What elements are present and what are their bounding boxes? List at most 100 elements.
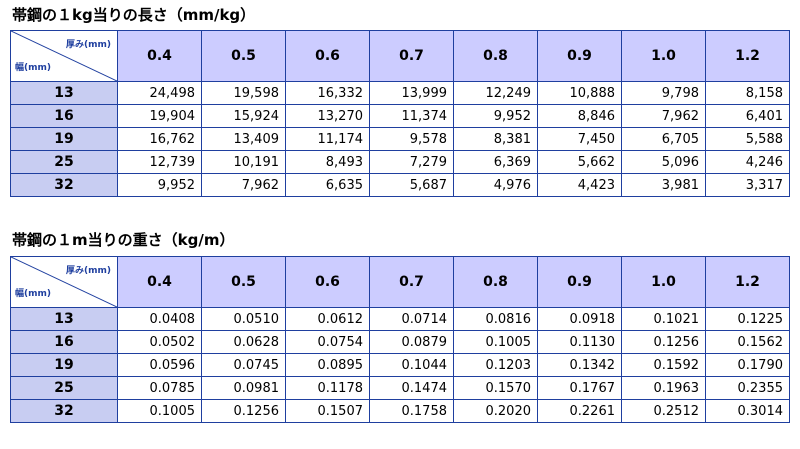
value-cell: 3,317	[705, 173, 790, 197]
row-header: 25	[10, 376, 118, 400]
data-row: 25 0.0785 0.0981 0.1178 0.1474 0.1570 0.1767 0.…	[10, 376, 790, 400]
value-cell: 0.1474	[369, 376, 454, 400]
row-axis-label: 幅(mm)	[15, 289, 51, 299]
value-cell: 13,999	[369, 81, 454, 105]
data-table: 厚み(mm) 幅(mm) 0.4 0.5 0.6 0.7 0.8 0.9 1.0 1.2 13 24,…	[10, 30, 790, 197]
header-row: 厚み(mm) 幅(mm) 0.4 0.5 0.6 0.7 0.8 0.9 1.0 1.2	[10, 30, 790, 82]
value-cell: 8,846	[537, 104, 622, 128]
value-cell: 5,588	[705, 127, 790, 151]
value-cell: 0.1203	[453, 353, 538, 377]
value-cell: 0.0981	[201, 376, 286, 400]
value-cell: 0.0895	[285, 353, 370, 377]
corner-cell: 厚み(mm) 幅(mm)	[10, 256, 118, 308]
value-cell: 0.1178	[285, 376, 370, 400]
table-title: 帯鋼の１kg当りの長さ（mm/kg）	[12, 6, 256, 24]
column-header: 0.9	[537, 30, 622, 82]
value-cell: 10,888	[537, 81, 622, 105]
diagonal-line	[11, 31, 117, 81]
value-cell: 6,705	[621, 127, 706, 151]
column-header: 0.8	[453, 30, 538, 82]
value-cell: 16,762	[117, 127, 202, 151]
value-cell: 5,096	[621, 150, 706, 174]
value-cell: 0.2355	[705, 376, 790, 400]
value-cell: 9,952	[117, 173, 202, 197]
value-cell: 0.0879	[369, 330, 454, 354]
value-cell: 0.1021	[621, 307, 706, 331]
value-cell: 11,174	[285, 127, 370, 151]
value-cell: 0.1562	[705, 330, 790, 354]
value-cell: 0.1005	[453, 330, 538, 354]
value-cell: 19,904	[117, 104, 202, 128]
value-cell: 0.0714	[369, 307, 454, 331]
column-header: 1.2	[705, 30, 790, 82]
value-cell: 4,423	[537, 173, 622, 197]
value-cell: 0.1044	[369, 353, 454, 377]
data-row: 13 24,498 19,598 16,332 13,999 12,249 10,888 9,…	[10, 81, 790, 105]
value-cell: 5,662	[537, 150, 622, 174]
column-header: 0.7	[369, 30, 454, 82]
value-cell: 0.0612	[285, 307, 370, 331]
value-cell: 24,498	[117, 81, 202, 105]
value-cell: 12,249	[453, 81, 538, 105]
column-header: 0.7	[369, 256, 454, 308]
value-cell: 7,962	[201, 173, 286, 197]
value-cell: 6,635	[285, 173, 370, 197]
row-header: 32	[10, 399, 118, 423]
value-cell: 0.0628	[201, 330, 286, 354]
value-cell: 0.1256	[621, 330, 706, 354]
value-cell: 0.1256	[201, 399, 286, 423]
value-cell: 4,976	[453, 173, 538, 197]
column-header: 0.6	[285, 256, 370, 308]
value-cell: 0.2512	[621, 399, 706, 423]
row-header: 19	[10, 127, 118, 151]
data-row: 25 12,739 10,191 8,493 7,279 6,369 5,662 5,096 4…	[10, 150, 790, 174]
column-header: 0.5	[201, 30, 286, 82]
value-cell: 15,924	[201, 104, 286, 128]
value-cell: 0.0510	[201, 307, 286, 331]
data-table: 厚み(mm) 幅(mm) 0.4 0.5 0.6 0.7 0.8 0.9 1.0 1.2 13 0.0…	[10, 256, 790, 423]
value-cell: 10,191	[201, 150, 286, 174]
value-cell: 0.0816	[453, 307, 538, 331]
value-cell: 12,739	[117, 150, 202, 174]
value-cell: 0.0918	[537, 307, 622, 331]
corner-cell: 厚み(mm) 幅(mm)	[10, 30, 118, 82]
row-header: 16	[10, 330, 118, 354]
value-cell: 0.1758	[369, 399, 454, 423]
column-header: 1.2	[705, 256, 790, 308]
row-axis-label: 幅(mm)	[15, 63, 51, 73]
row-header: 25	[10, 150, 118, 174]
value-cell: 0.2261	[537, 399, 622, 423]
value-cell: 0.0754	[285, 330, 370, 354]
column-header: 0.6	[285, 30, 370, 82]
value-cell: 11,374	[369, 104, 454, 128]
column-header: 1.0	[621, 256, 706, 308]
value-cell: 7,450	[537, 127, 622, 151]
row-header: 13	[10, 307, 118, 331]
data-row: 16 19,904 15,924 13,270 11,374 9,952 8,846 7,96…	[10, 104, 790, 128]
column-header: 0.9	[537, 256, 622, 308]
data-row: 19 16,762 13,409 11,174 9,578 8,381 7,450 6,705…	[10, 127, 790, 151]
value-cell: 9,952	[453, 104, 538, 128]
column-header: 0.8	[453, 256, 538, 308]
value-cell: 9,798	[621, 81, 706, 105]
value-cell: 8,493	[285, 150, 370, 174]
value-cell: 0.3014	[705, 399, 790, 423]
column-header: 0.4	[117, 256, 202, 308]
value-cell: 0.1570	[453, 376, 538, 400]
value-cell: 0.2020	[453, 399, 538, 423]
value-cell: 8,381	[453, 127, 538, 151]
value-cell: 0.0745	[201, 353, 286, 377]
value-cell: 5,687	[369, 173, 454, 197]
value-cell: 0.1767	[537, 376, 622, 400]
value-cell: 7,279	[369, 150, 454, 174]
column-header: 0.5	[201, 256, 286, 308]
value-cell: 19,598	[201, 81, 286, 105]
row-header: 32	[10, 173, 118, 197]
row-header: 19	[10, 353, 118, 377]
data-row: 32 0.1005 0.1256 0.1507 0.1758 0.2020 0.2261 0.…	[10, 399, 790, 423]
row-header: 13	[10, 81, 118, 105]
data-row: 16 0.0502 0.0628 0.0754 0.0879 0.1005 0.1130 0.…	[10, 330, 790, 354]
value-cell: 4,246	[705, 150, 790, 174]
value-cell: 0.1342	[537, 353, 622, 377]
value-cell: 0.1790	[705, 353, 790, 377]
